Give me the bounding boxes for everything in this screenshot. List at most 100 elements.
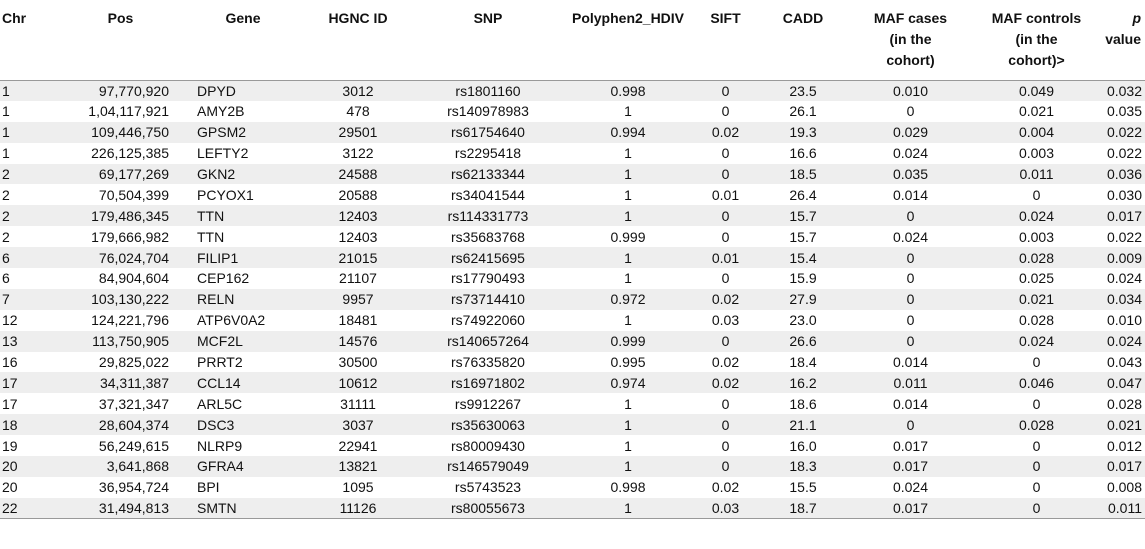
cell-sift: 0	[721, 416, 730, 433]
cell-maf-cases: 0.014	[892, 186, 929, 203]
cell-sift: 0	[721, 395, 730, 412]
cell-chr: 1	[2, 124, 10, 141]
cell-cadd: 18.7	[758, 497, 848, 520]
cell-chr: 20	[2, 479, 18, 496]
cell-gene: SMTN	[183, 497, 303, 520]
table-row: 7 103,130,222 RELN 9957 rs73714410 0.972 0.02 2…	[0, 288, 1145, 310]
table-row: 16 29,825,022 PRRT2 30500 rs76335820 0.995 0.0…	[0, 351, 1145, 373]
cell-cadd: 23.5	[789, 82, 817, 99]
cell-maf-cases: 0.035	[892, 166, 929, 182]
cell-snp: rs35630063	[451, 416, 525, 433]
cell-p-value: 0.010	[1106, 312, 1142, 329]
cell-gene: CEP162	[197, 270, 250, 287]
cell-chr: 1	[2, 82, 10, 99]
header-maf-controls: MAF controls (in the cohort)>	[973, 0, 1100, 81]
cell-chr: 1	[2, 103, 10, 120]
cell-p-value: 0.008	[1106, 479, 1142, 496]
cell-pos: 113,750,905	[92, 333, 169, 350]
cell-snp: rs76335820	[451, 354, 525, 371]
cell-maf-cases: 0	[906, 249, 915, 266]
cell-gene: BPI	[197, 479, 220, 496]
cell-gene: GKN2	[197, 166, 236, 182]
header-snp: SNP	[413, 0, 563, 81]
cell-chr: 12	[2, 312, 18, 329]
cell-cadd: 23.0	[789, 312, 817, 329]
cell-polyphen: 0.999	[610, 333, 646, 350]
cell-polyphen: 0.995	[610, 354, 646, 371]
cell-cadd: 18.4	[789, 354, 817, 371]
cell-maf-controls: 0.049	[1018, 82, 1055, 99]
cell-hgnc-id: 12403	[338, 228, 378, 245]
cell-snp: rs2295418	[454, 145, 522, 162]
cell-gene: TTN	[197, 228, 225, 245]
cell-p-value: 0.032	[1106, 82, 1142, 99]
cell-p-value: 0.012	[1106, 437, 1142, 454]
cell-pos: 76,024,704	[98, 249, 169, 266]
cell-gene: NLRP9	[197, 437, 243, 454]
cell-p-value: 0.028	[1106, 395, 1142, 412]
cell-snp: rs5743523	[454, 479, 522, 496]
cell-maf-cases: 0.017	[892, 458, 929, 475]
cell-hgnc-id: 31111	[340, 395, 376, 412]
cell-polyphen: 0.974	[610, 374, 646, 391]
cell-sift: 0.02	[711, 291, 740, 308]
cell-pos: 28,604,374	[98, 416, 169, 433]
cell-cadd: 15.9	[789, 270, 817, 287]
cell-sift: 0	[721, 458, 730, 475]
cell-maf-controls: 0.024	[1018, 207, 1055, 224]
cell-sift: 0	[721, 166, 730, 182]
cell-maf-controls: 0	[1032, 458, 1041, 475]
header-p-symbol: p	[1132, 10, 1141, 26]
cell-maf-controls: 0.004	[1018, 124, 1055, 141]
cell-hgnc-id: 24588	[338, 166, 378, 182]
cell-snp: rs17790493	[451, 270, 525, 287]
cell-maf-controls: 0	[1032, 395, 1041, 412]
cell-hgnc-id: 13821	[338, 458, 378, 475]
cell-p-value: 0.043	[1106, 354, 1142, 371]
cell-p-value: 0.034	[1106, 291, 1142, 308]
cell-snp: rs16971802	[451, 374, 525, 391]
cell-hgnc-id: 9957	[342, 291, 374, 308]
cell-chr: 17	[2, 395, 18, 412]
header-maf-controls-line1: MAF controls	[991, 10, 1082, 26]
cell-pos: 226,125,385	[91, 145, 169, 162]
cell-hgnc-id: 20588	[338, 186, 378, 203]
cell-sift: 0	[721, 103, 730, 120]
table-row: 13 113,750,905 MCF2L 14576 rs140657264 0.999 0…	[0, 330, 1145, 352]
cell-maf-cases: 0	[906, 333, 915, 350]
table-row: 17 34,311,387 CCL14 10612 rs16971802 0.974 0.0…	[0, 372, 1145, 394]
table-row: 1 109,446,750 GPSM2 29501 rs61754640 0.994 0.0…	[0, 121, 1145, 143]
header-cadd: CADD	[758, 0, 848, 81]
cell-sift: 0.02	[711, 354, 740, 371]
cell-pos: 56,249,615	[98, 437, 169, 454]
cell-polyphen: 0.972	[610, 291, 646, 308]
cell-hgnc-id: 30500	[338, 354, 378, 371]
cell-sift: 0.03	[711, 312, 740, 329]
cell-polyphen: 1	[624, 312, 632, 329]
cell-chr: 2	[2, 207, 10, 224]
cell-hgnc-id: 29501	[338, 124, 378, 141]
table-header: Chr Pos Gene HGNC ID SNP Polyphen2_HDIV …	[0, 0, 1145, 81]
cell-polyphen: 1	[624, 103, 632, 120]
cell-sift: 0.02	[711, 124, 740, 141]
cell-gene: TTN	[197, 207, 225, 224]
header-maf-cases-line1: MAF cases	[873, 10, 948, 26]
cell-polyphen: 1	[624, 166, 632, 182]
cell-cadd: 15.4	[789, 249, 817, 266]
cell-maf-controls: 0.028	[1018, 312, 1055, 329]
cell-polyphen: 1	[624, 395, 632, 412]
cell-snp: rs140978983	[447, 103, 529, 120]
cell-hgnc-id: 3122	[342, 145, 374, 162]
cell-gene: GPSM2	[197, 124, 247, 141]
cell-p-value: 0.024	[1106, 333, 1142, 350]
cell-chr: 13	[2, 333, 18, 350]
cell-snp: rs74922060	[451, 312, 525, 329]
table-row: 20 36,954,724 BPI 1095 rs5743523 0.998 0.02 15.…	[0, 476, 1145, 498]
cell-chr: 22	[0, 497, 58, 520]
cell-pos: 31,494,813	[58, 497, 183, 520]
cell-snp: rs1801160	[455, 82, 521, 99]
header-pos: Pos	[58, 0, 183, 81]
cell-pos: 70,504,399	[98, 186, 169, 203]
cell-chr: 6	[2, 249, 10, 266]
cell-cadd: 26.6	[789, 333, 817, 350]
